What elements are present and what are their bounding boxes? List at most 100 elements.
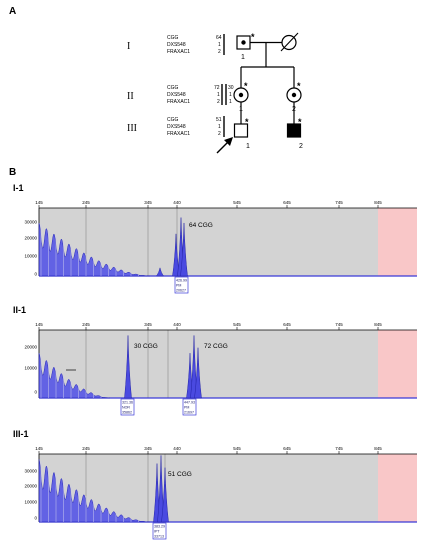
- haplotype-i1-fraxac1: 2: [218, 49, 221, 55]
- x-tick-label: 245: [82, 446, 90, 451]
- y-tick-label: 20000: [24, 484, 37, 489]
- x-tick-label: 645: [283, 446, 291, 451]
- trace-iii1: 145 245 345 440 545 645 745 845 30000 20000 10000 0…: [24, 446, 417, 540]
- tested-star-iii2: *: [298, 117, 302, 127]
- peak-call-text: IPT: [154, 530, 160, 534]
- haplotype-i1-dxs548: 1: [218, 42, 221, 48]
- haplotype-iii1-dxs548: 1: [218, 124, 221, 130]
- marker-fraxac1-gen3: FRAXAC1: [167, 131, 190, 137]
- peak-call-text: 35862: [122, 411, 132, 415]
- y-tick-label: 10000: [24, 254, 37, 259]
- stutter-ladder: [38, 459, 150, 523]
- marker-fraxac1-gen2: FRAXAC1: [167, 99, 190, 105]
- out-of-range-region: [378, 454, 417, 522]
- x-tick-label: 745: [335, 446, 343, 451]
- individual-number-iii2: 2: [299, 143, 303, 150]
- y-tick-label: 20000: [24, 236, 37, 241]
- x-tick-label: 745: [335, 200, 343, 205]
- x-tick-label: 345: [144, 446, 152, 451]
- allele-peak: [161, 467, 169, 523]
- deceased-slash-i2: [280, 32, 299, 52]
- generation-label-1: I: [127, 41, 130, 52]
- haplotype-ii1-fraxac1-b: 1: [229, 99, 232, 105]
- y-tick-label: 30000: [24, 220, 37, 225]
- x-tick-label: 545: [233, 200, 241, 205]
- y-tick-label: 0: [34, 390, 37, 395]
- x-tick-label: 145: [35, 446, 43, 451]
- proband-arrow-icon: [224, 137, 233, 146]
- peak-label: 51 CGG: [168, 471, 192, 478]
- peak-call-text: NOR: [122, 406, 130, 410]
- allele-peak: [124, 335, 132, 399]
- x-tick-label: 645: [283, 322, 291, 327]
- x-tick-label: 745: [335, 322, 343, 327]
- panel-label-a: A: [9, 6, 17, 17]
- marker-dxs548-gen1: DXS548: [167, 42, 186, 48]
- generation-label-2: II: [127, 91, 134, 102]
- haplotype-ii1-cgg-a: 72: [214, 85, 220, 91]
- individual-iii1-normal-male: [233, 123, 249, 138]
- tested-star-iii1: *: [245, 117, 249, 127]
- x-tick-label: 440: [173, 446, 181, 451]
- out-of-range-region: [378, 208, 417, 276]
- y-tick-label: 0: [34, 516, 37, 521]
- peak-call-text: PM: [184, 406, 189, 410]
- panel-label-b: B: [9, 167, 17, 178]
- marker-cgg-gen3: CGG: [167, 117, 179, 123]
- x-tick-label: 845: [374, 322, 382, 327]
- plot-background: [39, 208, 378, 276]
- y-tick-label: 10000: [24, 366, 37, 371]
- haplotype-iii1-fraxac1: 2: [218, 131, 221, 137]
- pedigree-diagram: I II III CGG DXS548 FRAXAC1 CGG DXS548 F…: [127, 32, 303, 154]
- x-tick-label: 245: [82, 322, 90, 327]
- carrier-dot-i1: [241, 40, 246, 45]
- peak-call-text: 21697: [184, 411, 194, 415]
- y-tick-label: 0: [34, 272, 37, 277]
- peak-call-frame: [174, 276, 189, 294]
- carrier-dot-ii2: [291, 92, 297, 98]
- stutter-ladder: [38, 222, 150, 277]
- peak-call-text: 447.93: [184, 401, 195, 405]
- x-tick-label: 440: [173, 200, 181, 205]
- tested-star-i1: *: [251, 32, 255, 42]
- allele-peak: [155, 267, 165, 277]
- tested-star-ii1: *: [244, 81, 248, 91]
- trace-i1: 145 245 345 440 545 645 745 845 30000 20000 10000 0…: [24, 200, 417, 294]
- individual-iii2-affected-male: [286, 123, 302, 138]
- peak-label: 72 CGG: [204, 343, 228, 350]
- x-tick-label: 545: [233, 446, 241, 451]
- individual-number-i1: 1: [241, 54, 245, 61]
- peak-label: 30 CGG: [134, 343, 158, 350]
- out-of-range-region: [378, 330, 417, 398]
- haplotype-ii1-fraxac1-a: 2: [217, 99, 220, 105]
- haplotype-ii1-dxs548-a: 1: [217, 92, 220, 98]
- trace-title-ii1: II-1: [13, 305, 27, 315]
- haplotype-ii1-cgg-b: 30: [228, 85, 234, 91]
- x-tick-label: 845: [374, 200, 382, 205]
- plot-background: [39, 330, 378, 398]
- x-tick-label: 145: [35, 200, 43, 205]
- x-tick-label: 645: [283, 200, 291, 205]
- trace-ii1: 145 245 345 440 545 645 745 845 20000 10000 0 30 CG…: [24, 322, 417, 416]
- peak-label: 64 CGG: [189, 222, 213, 229]
- y-tick-label: 30000: [24, 469, 37, 474]
- peak-call-frame: [182, 398, 197, 416]
- peak-call-text: 426.99: [176, 279, 187, 283]
- x-tick-label: 145: [35, 322, 43, 327]
- trace-title-iii1: III-1: [13, 429, 29, 439]
- y-tick-label: 10000: [24, 500, 37, 505]
- marker-dxs548-gen3: DXS548: [167, 124, 186, 130]
- generation-label-3: III: [127, 123, 137, 134]
- x-tick-label: 245: [82, 200, 90, 205]
- x-tick-label: 440: [173, 322, 181, 327]
- haplotype-iii1-cgg: 51: [216, 117, 222, 123]
- marker-cgg-gen1: CGG: [167, 35, 179, 41]
- marker-cgg-gen2: CGG: [167, 85, 179, 91]
- haplotype-i1-cgg: 64: [216, 35, 222, 41]
- x-tick-label: 845: [374, 446, 382, 451]
- x-tick-label: 345: [144, 322, 152, 327]
- marker-fraxac1-gen1: FRAXAC1: [167, 49, 190, 55]
